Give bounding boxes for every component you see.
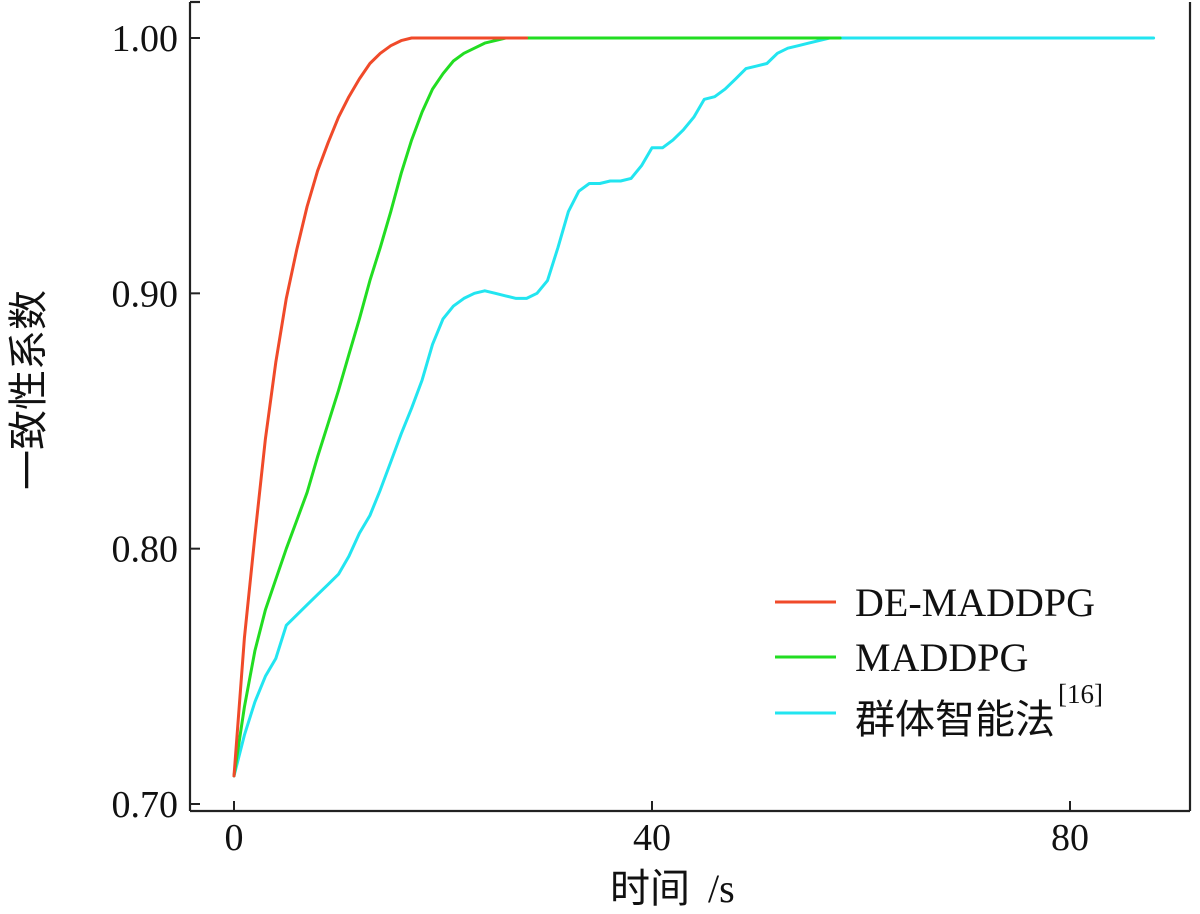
series-lines — [232, 36, 1156, 778]
x-tick-label: 0 — [225, 817, 244, 859]
y-tick-label: 1.00 — [112, 18, 179, 60]
x-axis-ticks: 0 40 80 — [225, 801, 1089, 859]
legend-label-maddpg: MADDPG — [855, 635, 1028, 680]
axes — [188, 0, 1192, 813]
y-tick-label: 0.70 — [112, 784, 179, 826]
series-line-de-maddpg — [232, 36, 529, 778]
series-line-swarm-intelligence — [232, 36, 1156, 778]
legend-label-citation: [16] — [1058, 679, 1103, 709]
legend: DE-MADDPG MADDPG 群体智能法 [16] — [775, 580, 1103, 743]
y-axis-title: 一致性系数 — [6, 290, 52, 490]
y-tick-label: 0.90 — [112, 273, 179, 315]
y-axis-ticks: 0.70 0.80 0.90 1.00 — [112, 18, 200, 826]
legend-label-de-maddpg: DE-MADDPG — [855, 580, 1095, 625]
y-tick-label: 0.80 — [112, 529, 179, 571]
x-tick-label: 80 — [1051, 817, 1089, 859]
x-tick-label: 40 — [633, 817, 671, 859]
x-axis-title: 时间 — [610, 866, 690, 912]
x-axis-unit: /s — [708, 866, 735, 911]
series-line-maddpg — [232, 36, 842, 778]
legend-label-swarm-intelligence: 群体智能法 — [855, 697, 1055, 743]
